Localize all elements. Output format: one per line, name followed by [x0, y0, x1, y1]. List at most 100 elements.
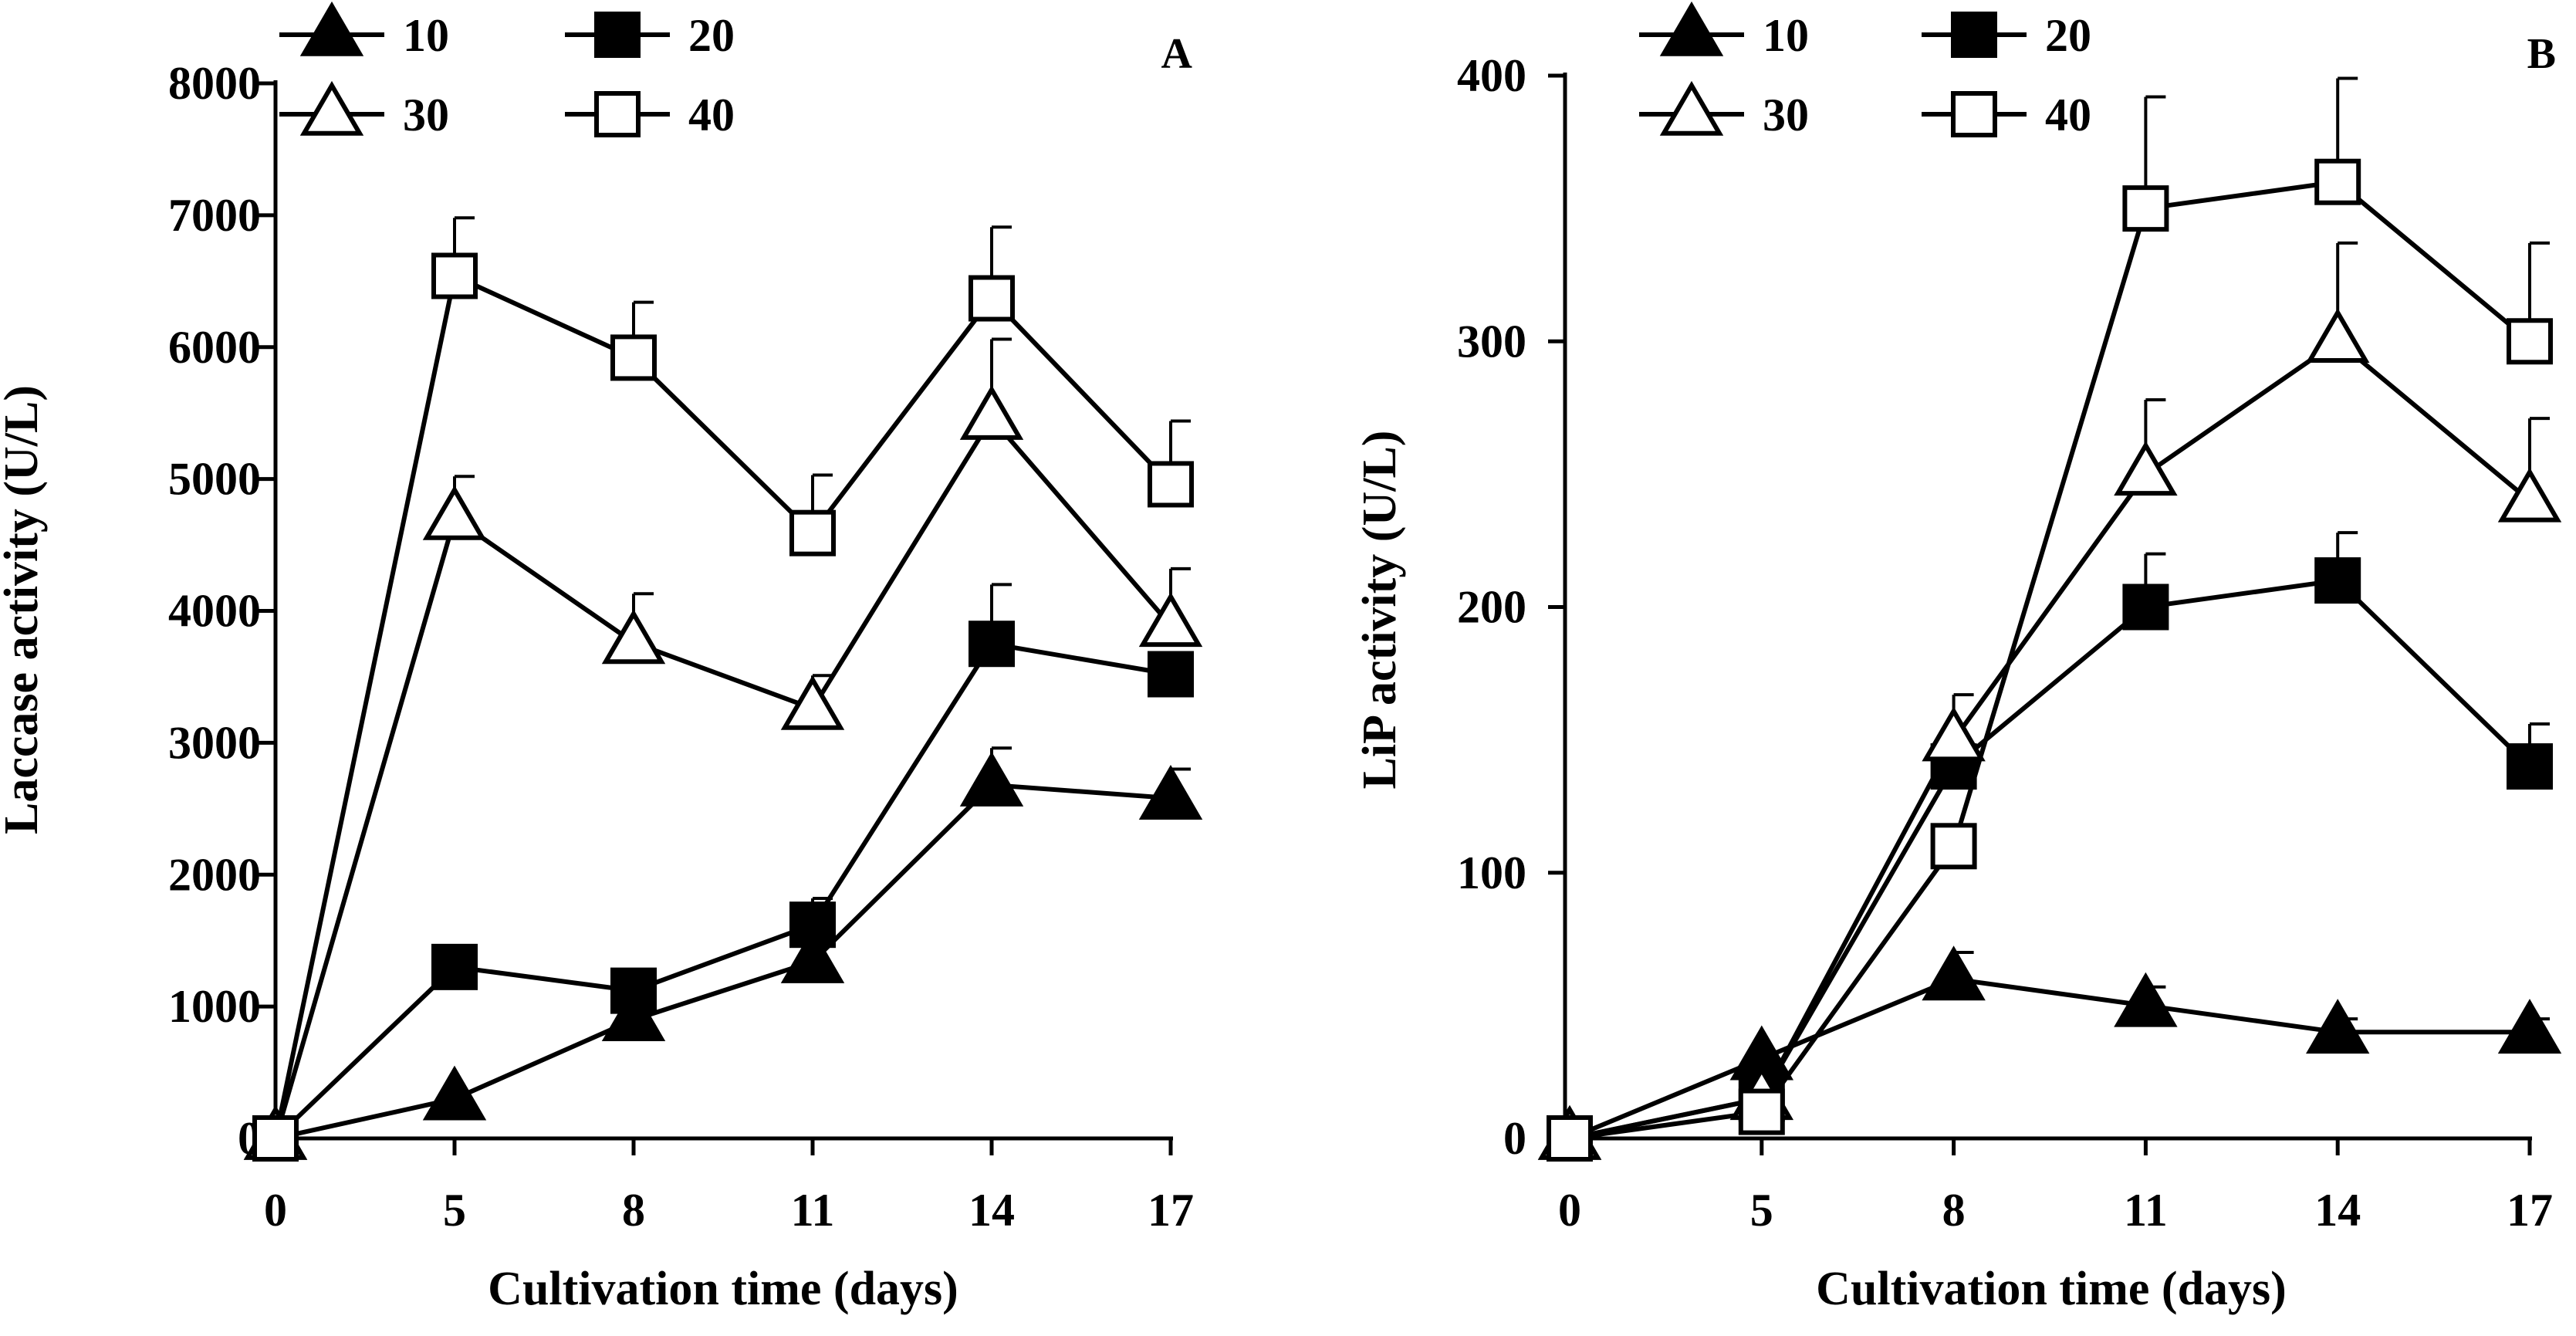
data-point [959, 384, 1024, 440]
x-tick-label: 5 [443, 1185, 466, 1236]
legend-item: 10 [279, 1, 449, 61]
panel-b: 0 100 200 300 400 0 5 8 11 14 17 Cultivation time (… [1354, 1, 2562, 1315]
data-point [2305, 308, 2370, 364]
series-line [275, 782, 1171, 1141]
y-tick-label: 1000 [168, 981, 261, 1032]
legend-item: 20 [565, 10, 735, 61]
data-point [431, 943, 478, 990]
x-tick-label: 14 [969, 1185, 1015, 1236]
data-point [789, 901, 836, 949]
data-point [1922, 945, 1986, 1001]
data-point [1547, 1115, 1593, 1162]
data-point [969, 621, 1015, 668]
y-axis-title: Laccase activity (U/L) [0, 385, 48, 834]
data-point [610, 967, 657, 1014]
data-point [780, 675, 845, 730]
y-tick-label: 6000 [168, 322, 261, 373]
legend-marker [1659, 1, 1724, 56]
legend-label: 20 [2045, 10, 2091, 61]
data-point [431, 252, 478, 299]
legend-label: 40 [688, 90, 735, 140]
legend-label: 40 [2045, 90, 2091, 140]
legend-label: 30 [403, 90, 449, 140]
data-point [2122, 583, 2169, 631]
x-axis-title: Cultivation time (days) [1816, 1263, 2287, 1315]
y-axis-title: LiP activity (U/L) [1354, 431, 1406, 790]
series-30 [1569, 241, 2550, 1141]
legend-item: 30 [279, 80, 449, 140]
legend-marker [1951, 91, 1997, 137]
data-point [2497, 467, 2562, 523]
x-tick-label: 17 [2507, 1185, 2553, 1236]
data-point [1148, 461, 1194, 508]
legend-label: 10 [1763, 10, 1809, 61]
x-tick-label: 17 [1148, 1185, 1194, 1236]
y-tick-label: 0 [1503, 1113, 1526, 1164]
x-tick-label: 11 [791, 1185, 835, 1236]
x-tick-label: 8 [622, 1185, 645, 1236]
y-tick-label: 3000 [168, 717, 261, 768]
legend: 10 20 30 40 [279, 1, 735, 140]
x-tick-label: 14 [2314, 1185, 2361, 1236]
data-point [2507, 318, 2553, 365]
markers-30 [243, 384, 1203, 1160]
x-axis-title: Cultivation time (days) [488, 1263, 958, 1315]
legend-item: 30 [1639, 80, 1809, 140]
data-point [780, 928, 845, 983]
markers-40 [252, 252, 1194, 1162]
data-point [422, 1065, 487, 1121]
data-point [252, 1115, 299, 1162]
data-point [1738, 1088, 1785, 1135]
series-line [1568, 976, 2530, 1141]
data-point [1930, 823, 1977, 870]
markers-10 [1537, 945, 2562, 1160]
data-point [2507, 743, 2553, 790]
data-point [969, 275, 1015, 322]
legend-item: 20 [1922, 10, 2091, 61]
x-tick-label: 0 [1558, 1185, 1581, 1236]
legend: 10 20 30 40 [1639, 1, 2091, 140]
data-point [422, 485, 487, 540]
series-30 [273, 337, 1191, 1139]
series-line [1569, 338, 2531, 1141]
legend-item: 10 [1639, 1, 1809, 61]
y-tick-label: 2000 [168, 849, 261, 900]
data-point [789, 509, 836, 556]
data-point [1138, 592, 1203, 648]
series-line [273, 272, 1173, 1139]
data-point [1148, 651, 1194, 698]
panel-label: A [1161, 30, 1193, 78]
series-20 [1569, 531, 2550, 1141]
data-point [2114, 972, 2178, 1027]
y-tick-label: 7000 [168, 190, 261, 241]
x-tick-label: 11 [2124, 1185, 2168, 1236]
y-tick-label: 200 [1457, 582, 1526, 633]
legend-label: 20 [688, 10, 735, 61]
y-tick-label: 4000 [168, 586, 261, 637]
series-line [273, 414, 1173, 1139]
x-tick-label: 8 [1942, 1185, 1966, 1236]
panel-label: B [2527, 30, 2556, 78]
legend-marker [299, 1, 364, 56]
legend-label: 10 [403, 10, 449, 61]
y-tick-label: 300 [1457, 316, 1526, 367]
data-point [959, 751, 1024, 807]
series-10 [275, 746, 1191, 1141]
legend-marker [299, 80, 364, 136]
series-line [1569, 577, 2532, 1141]
series-10 [1568, 951, 2550, 1141]
series-line [1569, 179, 2531, 1141]
legend-marker [594, 12, 641, 58]
data-point [1138, 764, 1203, 820]
y-tick-label: 400 [1457, 50, 1526, 101]
series-40 [1569, 76, 2550, 1141]
legend-item: 40 [565, 90, 735, 140]
data-point [2314, 557, 2361, 604]
legend-marker [594, 91, 641, 137]
legend-marker [1659, 80, 1724, 136]
y-tick-label: 5000 [168, 454, 261, 505]
data-point [610, 334, 657, 381]
series-line [273, 641, 1171, 1141]
